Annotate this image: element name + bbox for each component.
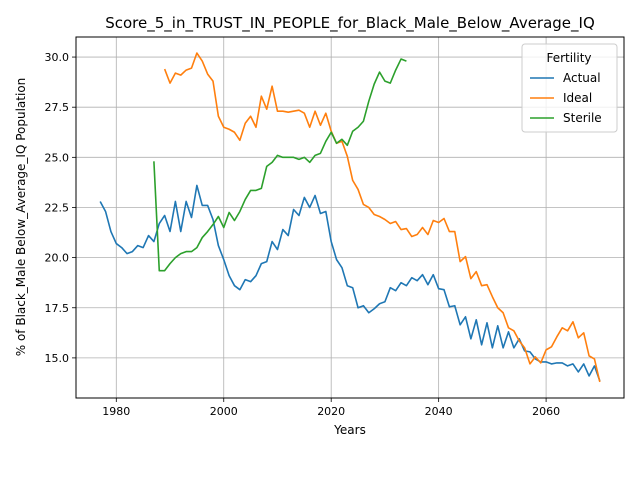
x-tick-label: 1980	[102, 405, 130, 418]
legend-frame	[521, 43, 618, 133]
series-lines	[99, 52, 601, 383]
series-line-sterile	[153, 58, 407, 272]
legend: Fertility Actual Ideal Sterile	[521, 43, 618, 133]
plot-frame	[75, 36, 625, 399]
legend-label-actual: Actual	[563, 71, 601, 85]
y-tick-label: 15.0	[45, 352, 70, 365]
x-tick-label: 2020	[317, 405, 345, 418]
x-tick-label: 2060	[532, 405, 560, 418]
y-tick-label: 20.0	[45, 252, 70, 265]
chart-title: Score_5_in_TRUST_IN_PEOPLE_for_Black_Mal…	[105, 14, 595, 33]
series-line-ideal	[163, 52, 601, 383]
y-tick-label: 30.0	[45, 51, 70, 64]
legend-items: Actual Ideal Sterile	[530, 71, 602, 125]
x-tick-label: 2000	[210, 405, 238, 418]
x-tick-label: 2040	[425, 405, 453, 418]
legend-label-ideal: Ideal	[563, 91, 592, 105]
x-axis-ticks: 1980 2000 2020 2040 2060	[102, 398, 560, 418]
y-axis-ticks: 15.0 17.5 20.0 22.5 25.0 27.5 30.0	[45, 51, 76, 365]
x-axis-label: Years	[333, 423, 366, 437]
y-axis-label: % of Black_Male Below_Average_IQ Populat…	[14, 78, 28, 357]
series-line-actual	[99, 184, 601, 382]
y-tick-label: 22.5	[45, 201, 70, 214]
legend-label-sterile: Sterile	[563, 111, 602, 125]
legend-title: Fertility	[546, 51, 591, 65]
y-tick-label: 17.5	[45, 302, 70, 315]
y-tick-label: 27.5	[45, 101, 70, 114]
y-tick-label: 25.0	[45, 151, 70, 164]
